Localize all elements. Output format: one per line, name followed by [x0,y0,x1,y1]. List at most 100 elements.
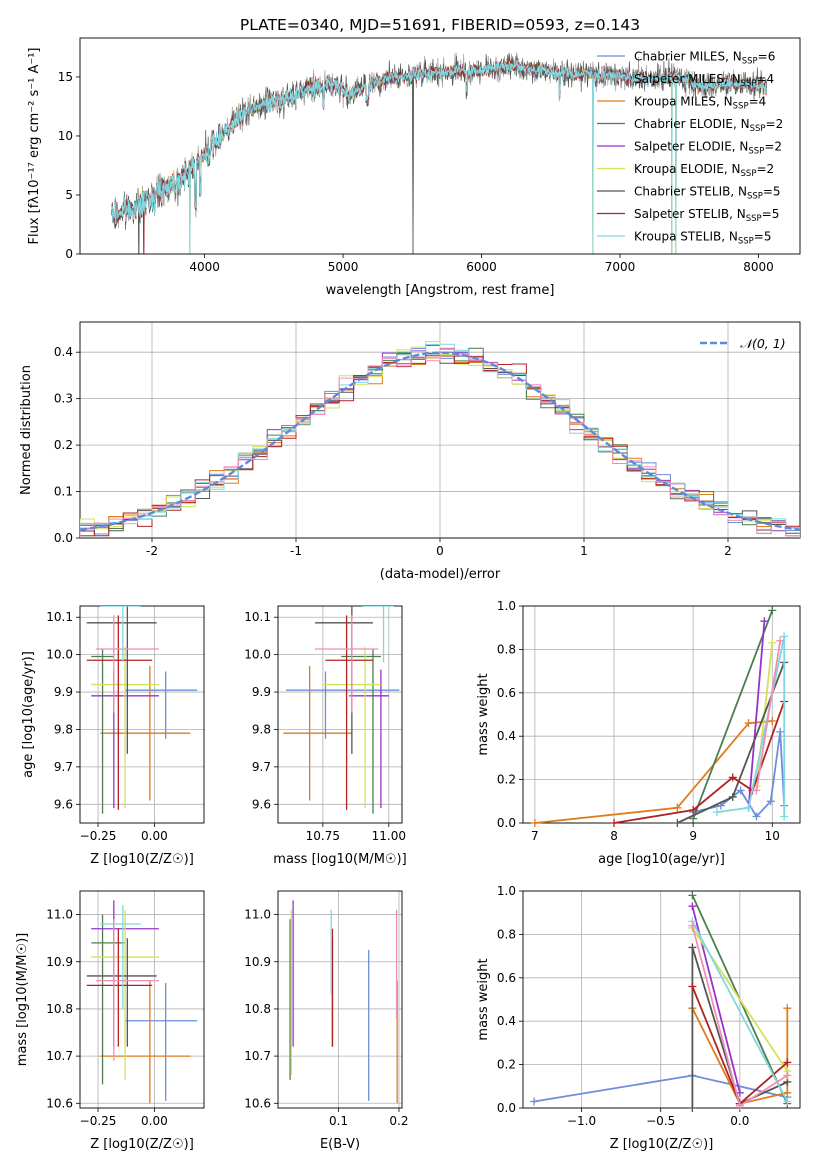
legend-subscript: SSP [748,147,764,157]
y-tick-label: 10.1 [244,610,271,624]
y-tick-label: 9.6 [54,797,73,811]
legend-value: =2 [766,117,784,131]
y-tick-label: 11.0 [244,908,271,922]
mass-weight-point-marker [689,805,698,814]
histogram-series-step [80,347,800,538]
y-tick-label: 10.1 [46,610,73,624]
mass-weight-point-marker [780,812,789,821]
y-tick-label: 11.0 [46,908,73,922]
mass-weight-point-marker [688,891,697,900]
y-tick-label: 0.4 [54,345,73,359]
legend-entry: Salpeter MILES, NSSP=4 [634,72,774,89]
y-tick-label: 0 [65,247,73,261]
x-tick-label: 4000 [189,260,220,274]
mass-weight-point-marker [783,1004,792,1013]
y-tick-label: 9.9 [252,685,271,699]
y-tick-label: 1.0 [497,884,516,898]
y-axis-label: mass weight [476,958,491,1040]
x-tick-label: −0.5 [646,1114,675,1128]
plot-frame [79,605,205,824]
legend-text: Chabrier ELODIE, N [634,117,750,131]
legend-value: =2 [764,140,782,154]
y-axis-label: mass [log10(M/M☉)] [15,933,30,1066]
legend-value: =5 [762,207,780,221]
x-tick-label: 0.2 [389,1114,408,1128]
mass-weight-point-marker [752,786,761,795]
plot-frame [522,605,801,824]
x-tick-label: 9 [689,829,697,843]
x-axis-label: Z [log10(Z/Z☉)] [90,852,194,867]
x-tick-label: −0.25 [80,829,117,843]
mass-weight-point-marker [735,1101,744,1110]
x-tick-label: -2 [146,544,158,558]
x-tick-label: 1 [580,544,588,558]
legend-entry: Salpeter STELIB, NSSP=5 [634,207,779,224]
plot-frame [522,890,801,1109]
age-vs-mass-panel: 10.75 11.00 9.6 9.7 9.8 9.9 10.0 10.1 mass [log1… [244,605,407,867]
y-tick-label: 5 [65,188,73,202]
x-axis-label: wavelength [Angstrom, rest frame] [326,283,555,298]
plot-frame [277,890,403,1109]
y-tick-label: 0.1 [54,485,73,499]
x-axis-label: age [log10(age/yr)] [598,852,725,867]
y-tick-label: 10.6 [244,1096,271,1110]
mass-weight-point-marker [688,943,697,952]
mass-weight-point-marker [783,1097,792,1106]
x-tick-label: 0.00 [141,1114,168,1128]
legend-value: =6 [758,50,776,64]
mass-weight-point-marker [752,812,761,821]
x-tick-label: 7000 [605,260,636,274]
mass-weight-point-marker [744,803,753,812]
mass-weight-point-marker [783,1058,792,1067]
legend-entry: Kroupa STELIB, NSSP=5 [634,230,772,247]
y-tick-label: 15 [58,70,73,84]
mass-weight-point-marker [744,719,753,728]
spectrum-panel: 4000 5000 6000 7000 8000 0 5 10 15 wavelength [An… [27,37,801,298]
legend-text: Salpeter MILES, N [634,72,741,86]
legend-entry: Chabrier STELIB, NSSP=5 [634,185,781,202]
legend-value: =2 [756,162,774,176]
x-tick-label: 8000 [743,260,774,274]
mass-weight-point-marker [768,606,777,615]
y-tick-label: 10.8 [46,1002,73,1016]
normal-reference-curve [80,351,800,532]
legend-text: Kroupa MILES, N [634,95,733,109]
y-tick-label: 9.7 [54,760,73,774]
mass-weight-point-marker [728,773,737,782]
y-axis-label: Flux [fλ10⁻¹⁷ erg cm⁻² s⁻¹ A⁻¹] [27,48,42,245]
y-tick-label: 9.7 [252,760,271,774]
y-tick-label: 0.6 [497,686,516,700]
y-tick-label: 9.6 [252,797,271,811]
y-axis-label: Normed distribution [19,365,34,495]
x-axis-label: mass [log10(M/M☉)] [273,852,406,867]
x-tick-label: 0.0 [730,1114,749,1128]
legend-text: Chabrier STELIB, N [634,185,747,199]
y-tick-label: 0.4 [497,729,516,743]
mass-weight-point-marker [766,797,775,806]
x-tick-label: 11.00 [372,829,406,843]
y-tick-label: 9.8 [252,722,271,736]
y-tick-label: 9.8 [54,722,73,736]
legend-entry: Salpeter ELODIE, NSSP=2 [634,140,782,157]
mass-weight-vs-age-panel: 7 8 9 10 0.0 0.2 0.4 0.6 0.8 1.0 age [log10(age/yr… [476,599,801,867]
y-tick-label: 0.8 [497,927,516,941]
plot-frame [79,37,801,255]
y-tick-label: 0.3 [54,392,73,406]
mass-weight-point-marker [610,819,619,827]
y-tick-label: 10.0 [244,648,271,662]
mass-weight-point-marker [530,819,539,827]
y-tick-label: 0.8 [497,642,516,656]
y-tick-label: 0.6 [497,971,516,985]
mass-weight-point-marker [783,1071,792,1080]
mass-weight-point-marker [530,1097,539,1106]
mass-weight-point-marker [768,717,777,726]
legend-text: Salpeter STELIB, N [634,207,746,221]
y-tick-label: 10.9 [244,955,271,969]
y-tick-label: 0.0 [54,531,73,545]
mass-weight-point-marker [780,632,789,641]
legend-text: Kroupa STELIB, N [634,230,738,244]
x-axis-label: E(B-V) [320,1137,360,1152]
legend-subscript: SSP [741,79,757,89]
mass-weight-point-marker [783,1088,792,1097]
